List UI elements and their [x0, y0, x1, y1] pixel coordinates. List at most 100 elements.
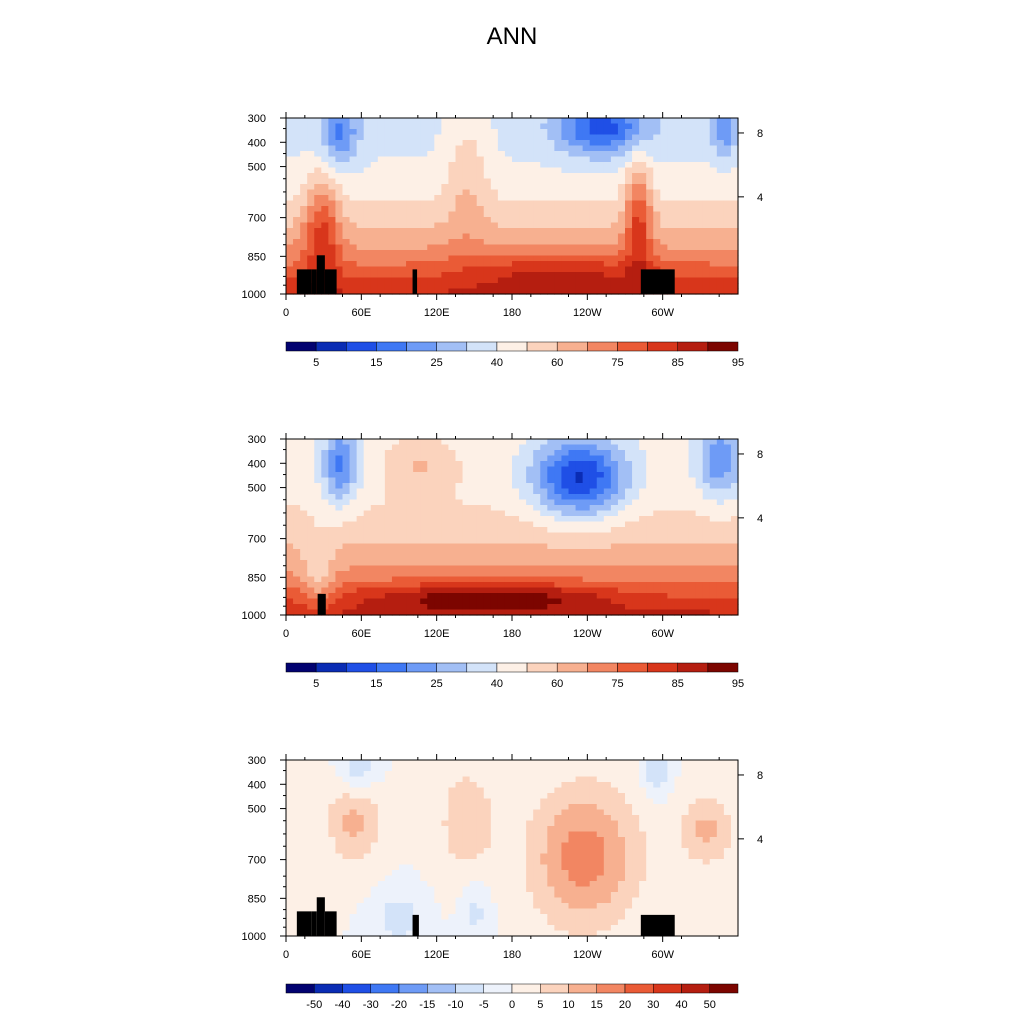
heatmap-cell — [688, 499, 697, 506]
heatmap-cell — [568, 532, 577, 539]
heatmap-cell — [547, 587, 555, 594]
heatmap-cell — [603, 134, 612, 141]
heatmap-cell — [363, 228, 372, 235]
heatmap-cell — [603, 516, 612, 523]
heatmap-cell — [603, 483, 612, 490]
heatmap-cell — [462, 809, 471, 816]
heatmap-cell — [582, 217, 591, 224]
heatmap-cell — [399, 239, 407, 246]
heatmap-cell — [519, 571, 527, 578]
heatmap-cell — [490, 123, 499, 130]
heatmap-cell — [286, 776, 294, 783]
heatmap-cell — [391, 288, 400, 295]
heatmap-cell — [483, 587, 492, 594]
heatmap-cell — [582, 211, 591, 218]
x-tick-label: 120E — [424, 307, 450, 319]
heatmap-cell — [617, 488, 626, 495]
heatmap-cell — [497, 587, 506, 594]
heatmap-cell — [695, 189, 704, 196]
heatmap-cell — [512, 255, 520, 262]
heatmap-cell — [370, 488, 379, 495]
heatmap-cell — [363, 815, 372, 822]
heatmap-cell — [420, 549, 428, 556]
heatmap-cell — [504, 593, 513, 600]
heatmap-cell — [342, 444, 351, 451]
heatmap-cell — [469, 129, 478, 136]
heatmap-cell — [610, 571, 619, 578]
heatmap-cell — [617, 549, 626, 556]
heatmap-cell — [610, 793, 619, 800]
heatmap-cell — [286, 134, 294, 141]
heatmap-cell — [335, 604, 344, 611]
heatmap-cell — [420, 118, 428, 125]
heatmap-cell — [497, 466, 506, 473]
heatmap-cell — [568, 587, 577, 594]
heatmap-cell — [561, 211, 570, 218]
heatmap-cell — [582, 244, 591, 251]
heatmap-cell — [639, 195, 647, 202]
heatmap-cell — [554, 538, 563, 545]
topography-block — [317, 593, 326, 615]
heatmap-cell — [483, 527, 492, 534]
heatmap-cell — [519, 505, 527, 512]
heatmap-cell — [469, 178, 478, 185]
heatmap-cell — [639, 211, 647, 218]
heatmap-cell — [533, 118, 541, 125]
heatmap-cell — [391, 178, 400, 185]
colorbar-swatch — [315, 341, 347, 352]
heatmap-cell — [646, 178, 654, 185]
heatmap-cell — [448, 488, 457, 495]
heatmap-cell — [709, 609, 718, 616]
heatmap-cell — [448, 516, 457, 523]
heatmap-cell — [300, 532, 308, 539]
heatmap-cell — [610, 167, 619, 174]
heatmap-cell — [617, 527, 626, 534]
heatmap-cell — [688, 516, 697, 523]
heatmap-cell — [625, 538, 633, 545]
heatmap-cell — [526, 543, 534, 550]
heatmap-cell — [695, 488, 704, 495]
heatmap-cell — [497, 228, 506, 235]
heatmap-cell — [314, 488, 322, 495]
heatmap-cell — [483, 461, 492, 468]
heatmap-cell — [617, 609, 626, 616]
heatmap-cell — [610, 604, 619, 611]
heatmap-cell — [413, 804, 421, 811]
heatmap-cell — [441, 439, 450, 446]
heatmap-cell — [349, 222, 358, 229]
heatmap-cell — [674, 798, 683, 805]
heatmap-cell — [490, 255, 499, 262]
heatmap-cell — [688, 798, 697, 805]
heatmap-cell — [596, 771, 605, 778]
heatmap-cell — [321, 450, 329, 457]
heatmap-cell — [420, 760, 428, 767]
heatmap-cell — [589, 560, 598, 567]
heatmap-cell — [455, 776, 464, 783]
heatmap-cell — [490, 538, 499, 545]
heatmap-cell — [639, 609, 647, 616]
heatmap-cell — [384, 228, 393, 235]
heatmap-cell — [377, 527, 386, 534]
heatmap-cell — [554, 162, 563, 169]
heatmap-cell — [723, 554, 732, 561]
heatmap-cell — [596, 466, 605, 473]
heatmap-cell — [434, 178, 442, 185]
heatmap-cell — [476, 576, 485, 583]
heatmap-cell — [723, 499, 732, 506]
heatmap-cell — [730, 809, 739, 816]
heatmap-cell — [547, 483, 555, 490]
heatmap-cell — [328, 765, 337, 772]
heatmap-cell — [406, 184, 414, 191]
topography-block — [296, 269, 312, 294]
heatmap-cell — [399, 222, 407, 229]
heatmap-cell — [716, 233, 725, 240]
heatmap-cell — [406, 439, 414, 446]
heatmap-cell — [716, 505, 725, 512]
heatmap-cell — [660, 134, 668, 141]
heatmap-cell — [533, 466, 541, 473]
heatmap-cell — [399, 134, 407, 141]
heatmap-cell — [455, 228, 464, 235]
heatmap-cell — [540, 444, 548, 451]
heatmap-cell — [434, 145, 442, 152]
heatmap-cell — [716, 483, 725, 490]
